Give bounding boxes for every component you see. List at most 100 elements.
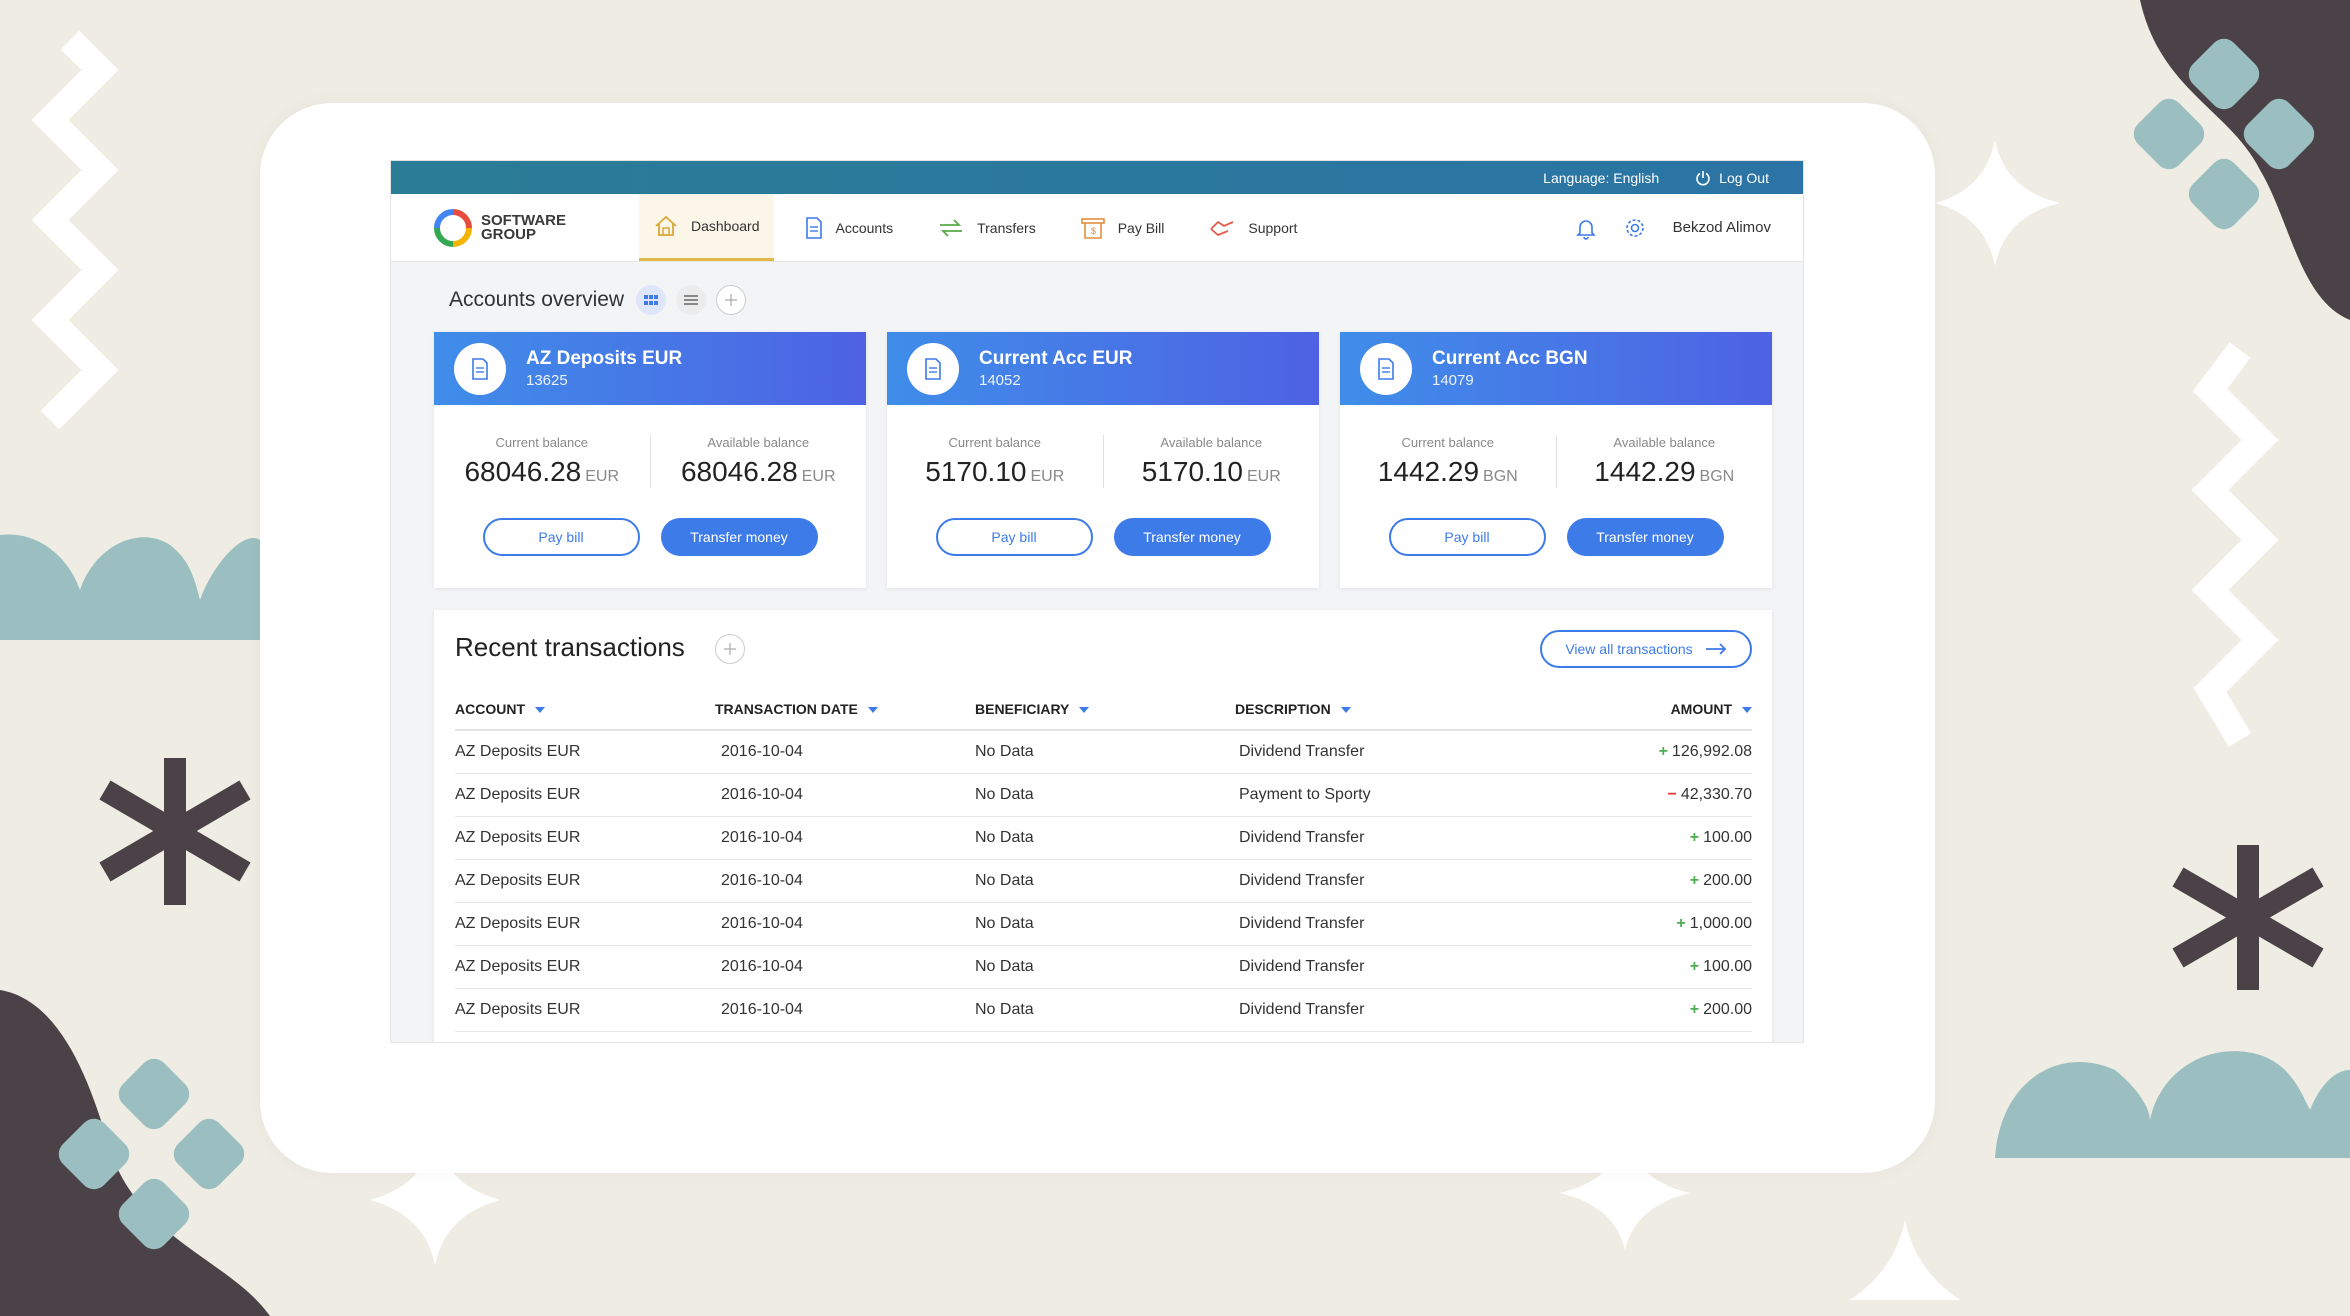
- account-number: 13625: [526, 372, 568, 389]
- account-number: 14052: [979, 372, 1021, 389]
- currency-code: BGN: [1699, 468, 1735, 485]
- zigzag-right: [2191, 342, 2279, 747]
- table-row[interactable]: AZ Deposits EUR 2016-10-04 No Data Dividend…: [455, 945, 1752, 989]
- amount-value: 100.00: [1703, 828, 1752, 846]
- view-all-transactions-button[interactable]: View all transactions: [1540, 630, 1752, 668]
- current-balance: Current balance 1442.29 BGN: [1377, 435, 1518, 487]
- nav-item-dashboard[interactable]: Dashboard: [639, 194, 774, 261]
- hills-left: [0, 534, 260, 640]
- logout-button[interactable]: Log Out: [1695, 170, 1769, 186]
- transaction-beneficiary: No Data: [975, 816, 1235, 860]
- transaction-account: AZ Deposits EUR: [455, 945, 715, 989]
- available-balance: Available balance 68046.28 EUR: [649, 435, 867, 488]
- transfer-money-button[interactable]: Transfer money: [1113, 518, 1271, 556]
- transaction-beneficiary: No Data: [975, 773, 1235, 817]
- transaction-account: AZ Deposits EUR: [455, 859, 715, 903]
- logout-label: Log Out: [1719, 169, 1769, 186]
- pay-bill-button[interactable]: Pay bill: [482, 518, 640, 556]
- move-icon: [724, 643, 736, 655]
- currency-code: EUR: [1030, 468, 1065, 485]
- recent-transactions-panel: Recent transactions View all transaction…: [434, 610, 1772, 1042]
- sparkle-4: [1850, 1220, 1960, 1300]
- current-balance-value: 1442.29: [1377, 456, 1480, 487]
- document-icon: [805, 216, 822, 239]
- sparkle-2: [370, 1135, 500, 1265]
- table-header-row: ACCOUNT TRANSACTION DATE BENEFICIARY DES…: [455, 688, 1752, 731]
- transfer-money-button[interactable]: Transfer money: [660, 518, 818, 556]
- brand-logo[interactable]: SOFTWARE GROUP: [433, 208, 639, 248]
- column-header-date[interactable]: TRANSACTION DATE: [715, 688, 975, 731]
- transaction-description: Dividend Transfer: [1235, 945, 1495, 989]
- amount-value: 200.00: [1703, 1000, 1752, 1018]
- list-icon: [684, 295, 699, 305]
- currency-code: BGN: [1483, 468, 1518, 485]
- recent-transactions-title: Recent transactions: [455, 632, 685, 662]
- accounts-overview-title: Accounts overview: [449, 288, 625, 311]
- view-all-label: View all transactions: [1565, 641, 1693, 657]
- sort-caret-icon: [535, 706, 545, 713]
- minus-sign-icon: −: [1667, 785, 1677, 803]
- account-document-icon: [907, 342, 959, 395]
- amount-value: 100.00: [1703, 957, 1752, 975]
- drag-handle-button[interactable]: [715, 634, 745, 664]
- transaction-account: AZ Deposits EUR: [455, 730, 715, 774]
- grid-view-button[interactable]: [636, 285, 667, 315]
- account-card-header[interactable]: Current Acc BGN 14079: [1340, 332, 1772, 405]
- available-balance: Available balance 1442.29 BGN: [1555, 435, 1773, 488]
- language-selector[interactable]: Language: English: [1543, 169, 1660, 186]
- move-icon: [725, 294, 738, 306]
- nav-item-transfers[interactable]: Transfers: [923, 194, 1050, 261]
- pay-bill-button[interactable]: Pay bill: [935, 518, 1093, 556]
- table-row[interactable]: AZ Deposits EUR 2016-10-04 No Data Payment …: [455, 773, 1752, 817]
- transaction-amount: +126,992.08: [1495, 730, 1752, 774]
- balances: Current balance 68046.28 EUR Available ba…: [434, 435, 866, 488]
- plus-sign-icon: +: [1689, 957, 1700, 975]
- sort-caret-icon: [1340, 706, 1351, 713]
- arrow-right-icon: [1705, 643, 1726, 655]
- available-balance-value: 5170.10: [1141, 456, 1243, 487]
- column-header-account[interactable]: ACCOUNT: [455, 688, 715, 731]
- current-balance: Current balance 5170.10 EUR: [925, 435, 1065, 487]
- account-card: Current Acc BGN 14079 Current balance 14…: [1340, 332, 1772, 588]
- transaction-description: Dividend Transfer: [1235, 902, 1495, 946]
- column-header-description[interactable]: DESCRIPTION: [1235, 688, 1495, 731]
- table-row[interactable]: AZ Deposits EUR 2016-10-04 No Data Dividend…: [455, 859, 1752, 903]
- transaction-account: AZ Deposits EUR: [455, 902, 715, 946]
- user-name[interactable]: Bekzod Alimov: [1672, 219, 1771, 236]
- account-card: AZ Deposits EUR 13625 Current balance 68…: [434, 332, 866, 588]
- table-row[interactable]: AZ Deposits EUR 2016-10-04 No Data Dividend…: [455, 988, 1752, 1032]
- transaction-amount: +100.00: [1495, 945, 1752, 989]
- sort-caret-icon: [867, 706, 878, 713]
- table-row[interactable]: AZ Deposits EUR 2016-10-04 No Data Dividend…: [455, 902, 1752, 946]
- account-card-header[interactable]: Current Acc EUR 14052: [887, 332, 1319, 405]
- table-row[interactable]: AZ Deposits EUR 2016-10-04 No Data Dividend…: [455, 730, 1752, 774]
- banking-dashboard-window: Language: English Log Out SOFTWARE GROUP…: [390, 160, 1804, 1043]
- table-row[interactable]: AZ Deposits EUR 2016-10-04 No Data Dividend…: [455, 816, 1752, 860]
- account-document-icon: [454, 342, 506, 395]
- hills-right: [1995, 1051, 2350, 1158]
- list-view-button[interactable]: [676, 285, 707, 315]
- drag-handle-button[interactable]: [716, 285, 747, 315]
- transaction-date: 2016-10-04: [715, 988, 975, 1032]
- bell-icon[interactable]: [1575, 216, 1597, 240]
- gear-icon[interactable]: [1623, 216, 1647, 240]
- sort-caret-icon: [1742, 706, 1752, 713]
- account-name: AZ Deposits EUR: [526, 348, 683, 369]
- transfer-money-button[interactable]: Transfer money: [1566, 518, 1724, 556]
- amount-value: 1,000.00: [1689, 914, 1752, 932]
- account-card-header[interactable]: AZ Deposits EUR 13625: [434, 332, 866, 405]
- transaction-description: Dividend Transfer: [1235, 816, 1495, 860]
- nav-item-support[interactable]: Support: [1194, 194, 1311, 261]
- column-header-amount[interactable]: AMOUNT: [1495, 688, 1752, 731]
- nav-item-accounts[interactable]: Accounts: [790, 194, 908, 261]
- column-header-beneficiary[interactable]: BENEFICIARY: [975, 688, 1235, 731]
- nav-item-pay-bill[interactable]: $ Pay Bill: [1066, 194, 1179, 261]
- nav-label-transfers: Transfers: [977, 219, 1036, 236]
- nav-label-accounts: Accounts: [835, 219, 894, 236]
- account-cards: AZ Deposits EUR 13625 Current balance 68…: [434, 332, 1772, 588]
- currency-code: EUR: [585, 468, 620, 485]
- support-icon: [1210, 220, 1234, 236]
- main-navigation: SOFTWARE GROUP Dashboard Accounts Transf…: [391, 194, 1803, 262]
- transaction-date: 2016-10-04: [715, 730, 975, 774]
- pay-bill-button[interactable]: Pay bill: [1388, 518, 1546, 556]
